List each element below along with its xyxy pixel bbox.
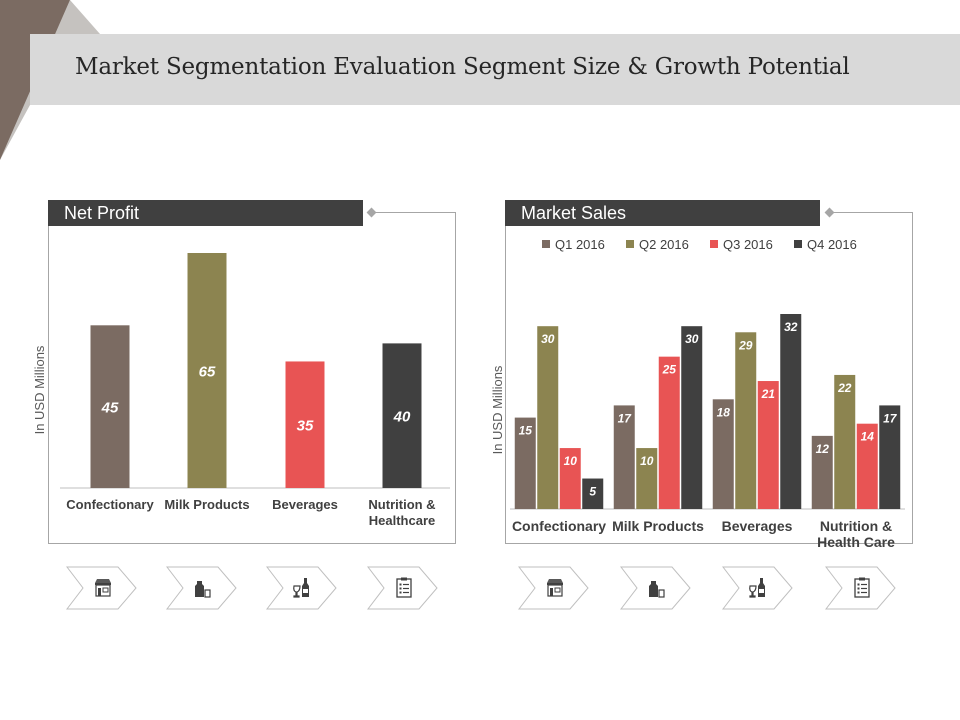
page-title: Market Segmentation Evaluation Segment S…	[75, 54, 850, 80]
checklist-icon	[396, 577, 412, 598]
store-icon	[95, 579, 111, 597]
wine-icon	[749, 578, 765, 598]
icon-chevron	[620, 566, 691, 610]
icon-chevron	[66, 566, 137, 610]
net-profit-chart: In USD Millions 45 Confectionary 65 Milk Pro…	[32, 253, 450, 528]
net-profit-ylabel: In USD Millions	[32, 345, 47, 434]
market-sales-bar-label: 30	[541, 332, 555, 346]
net-profit-bar	[187, 253, 227, 488]
market-sales-bar	[658, 356, 680, 509]
market-sales-bar-label: 14	[861, 430, 875, 444]
market-sales-bar	[811, 435, 833, 509]
net-profit-connector	[372, 212, 456, 213]
net-profit-category-label: Confectionary	[66, 497, 154, 512]
checklist-icon	[854, 577, 870, 598]
market-sales-category-label: Beverages	[722, 518, 793, 534]
market-sales-bar	[514, 417, 536, 509]
market-sales-bar-label: 15	[519, 424, 533, 438]
market-sales-bar-label: 25	[662, 363, 677, 377]
market-sales-bar-label: 17	[618, 411, 633, 425]
market-sales-bar	[613, 405, 635, 509]
store-icon	[547, 579, 563, 597]
market-sales-ylabel: In USD Millions	[490, 365, 505, 454]
market-sales-bar-label: 10	[640, 454, 654, 468]
milk-icon	[649, 581, 665, 598]
market-sales-bar	[735, 332, 757, 509]
icon-chevron	[266, 566, 337, 610]
net-profit-bar	[285, 361, 325, 488]
icon-chevron	[166, 566, 237, 610]
market-sales-bar-label: 10	[564, 454, 578, 468]
market-sales-connector	[830, 212, 913, 213]
net-profit-bar	[382, 343, 422, 488]
market-sales-chart: In USD Millions Q1 2016 Q2 2016 Q3 2016 Q4 2…	[490, 237, 905, 550]
net-profit-category-label: Healthcare	[369, 513, 435, 528]
net-profit-bar	[90, 325, 130, 488]
milk-icon	[195, 581, 211, 598]
market-sales-category-label: Nutrition &	[820, 518, 892, 534]
market-sales-bar-label: 32	[784, 320, 798, 334]
market-sales-bar	[879, 405, 901, 509]
market-sales-bar-label: 21	[761, 387, 776, 401]
net-profit-bar-label: 35	[297, 418, 314, 435]
net-profit-category-label: Nutrition &	[368, 497, 435, 512]
market-sales-category-label: Health Care	[817, 534, 895, 550]
icon-chevron	[722, 566, 793, 610]
market-sales-bar-label: 12	[816, 442, 830, 456]
net-profit-category-label: Milk Products	[164, 497, 249, 512]
legend-entry: Q1 2016	[555, 237, 605, 252]
market-sales-bar	[582, 478, 604, 509]
net-profit-bar-label: 45	[101, 400, 119, 417]
icon-chevron	[825, 566, 896, 610]
market-sales-bar-label: 29	[738, 338, 753, 352]
market-sales-bar	[636, 448, 658, 509]
legend-swatch	[626, 240, 634, 248]
legend-entry: Q4 2016	[807, 237, 857, 252]
market-sales-header: Market Sales	[505, 200, 820, 226]
market-sales-bar	[712, 399, 734, 509]
market-sales-category-label: Milk Products	[612, 518, 704, 534]
title-band	[30, 34, 960, 105]
market-sales-bar	[559, 448, 581, 509]
legend-entry: Q2 2016	[639, 237, 689, 252]
legend-swatch	[542, 240, 550, 248]
market-sales-bar	[537, 326, 559, 509]
market-sales-bar-label: 5	[589, 485, 596, 499]
market-sales-bar-label: 30	[685, 332, 699, 346]
market-sales-bar-label: 18	[717, 405, 731, 419]
market-sales-bar	[834, 374, 856, 509]
market-sales-category-label: Confectionary	[512, 518, 606, 534]
icon-chevron	[518, 566, 589, 610]
icon-chevron	[367, 566, 438, 610]
market-sales-panel	[505, 212, 913, 544]
market-sales-bar-label: 17	[883, 411, 898, 425]
market-sales-bar	[780, 314, 802, 509]
net-profit-bar-label: 40	[393, 409, 411, 426]
legend-swatch	[710, 240, 718, 248]
net-profit-header: Net Profit	[48, 200, 363, 226]
legend-entry: Q3 2016	[723, 237, 773, 252]
market-sales-bar	[757, 381, 779, 509]
net-profit-panel	[48, 212, 456, 544]
market-sales-bar-label: 22	[837, 381, 852, 395]
market-sales-bar	[856, 423, 878, 509]
net-profit-category-label: Beverages	[272, 497, 338, 512]
wine-icon	[293, 578, 309, 598]
legend-swatch	[794, 240, 802, 248]
market-sales-bar	[681, 326, 703, 509]
net-profit-bar-label: 65	[199, 364, 216, 381]
